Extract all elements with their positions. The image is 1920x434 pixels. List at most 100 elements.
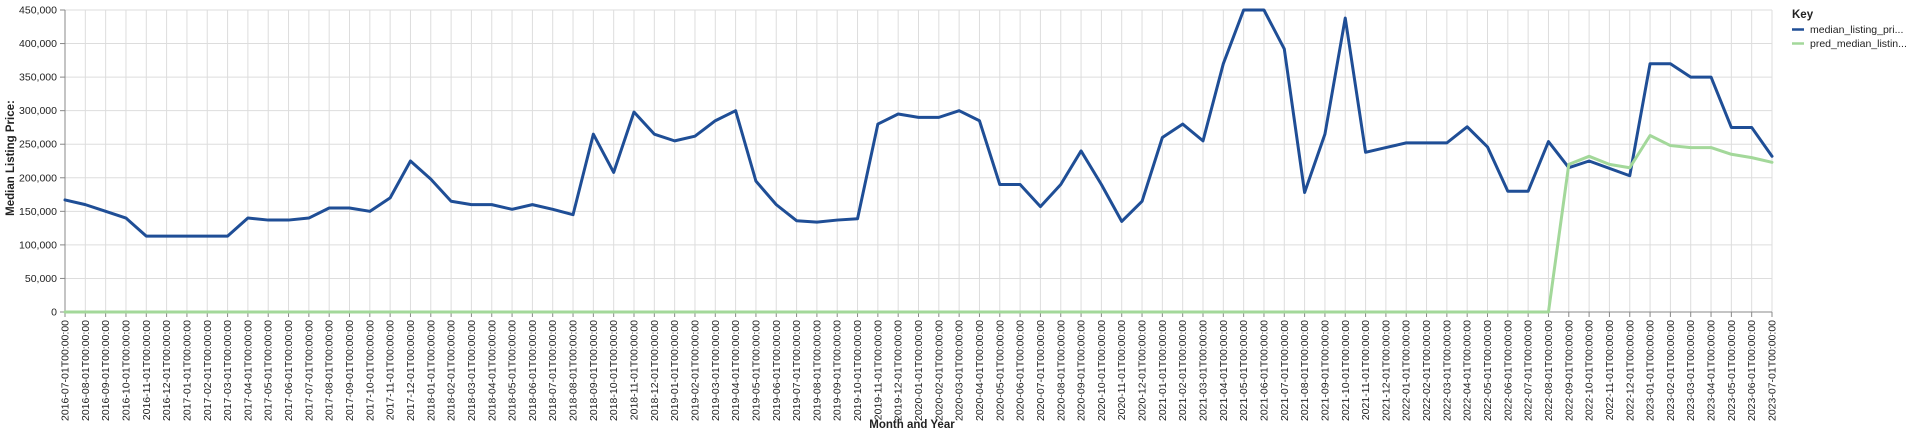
x-tick-label: 2021-08-01T00:00:00 <box>1299 320 1311 421</box>
x-tick-label: 2021-07-01T00:00:00 <box>1279 320 1291 421</box>
x-tick-label: 2020-09-01T00:00:00 <box>1076 320 1088 421</box>
series-lines <box>63 8 1774 314</box>
y-tick-label: 0 <box>51 307 57 319</box>
x-tick-label: 2022-02-01T00:00:00 <box>1421 320 1433 421</box>
y-tick-label: 450,000 <box>19 5 57 17</box>
axes <box>60 9 1773 317</box>
x-tick-label: 2020-06-01T00:00:00 <box>1015 320 1027 421</box>
x-axis-title: Month and Year <box>869 419 955 431</box>
x-tick-label: 2016-10-01T00:00:00 <box>120 320 132 421</box>
legend-title: Key <box>1792 9 1814 21</box>
x-tick-label: 2017-11-01T00:00:00 <box>385 320 397 420</box>
x-tick-label: 2021-06-01T00:00:00 <box>1258 320 1270 421</box>
x-tick-label: 2019-03-01T00:00:00 <box>710 320 722 421</box>
y-tick-label: 200,000 <box>19 172 57 184</box>
x-tick-label: 2021-10-01T00:00:00 <box>1340 320 1352 421</box>
x-tick-label: 2021-12-01T00:00:00 <box>1380 320 1392 421</box>
x-tick-label: 2017-04-01T00:00:00 <box>242 320 254 421</box>
x-tick-label: 2022-03-01T00:00:00 <box>1441 320 1453 421</box>
x-tick-label: 2021-11-01T00:00:00 <box>1360 320 1372 420</box>
x-tick-label: 2018-11-01T00:00:00 <box>629 320 641 420</box>
x-tick-label: 2023-03-01T00:00:00 <box>1685 320 1697 421</box>
x-tick-label: 2016-07-01T00:00:00 <box>60 320 72 421</box>
x-tick-label: 2016-08-01T00:00:00 <box>80 320 92 421</box>
x-tick-label: 2017-10-01T00:00:00 <box>364 320 376 421</box>
x-tick-label: 2023-01-01T00:00:00 <box>1645 320 1657 421</box>
x-tick-label: 2018-05-01T00:00:00 <box>507 320 519 421</box>
series-line-1 <box>63 134 1774 314</box>
x-tick-label: 2020-03-01T00:00:00 <box>954 320 966 421</box>
x-tick-label: 2016-09-01T00:00:00 <box>100 320 112 421</box>
x-tick-label: 2020-07-01T00:00:00 <box>1035 320 1047 421</box>
x-tick-label: 2021-01-01T00:00:00 <box>1157 320 1169 421</box>
x-tick-label: 2020-01-01T00:00:00 <box>913 320 925 421</box>
x-tick-label: 2020-04-01T00:00:00 <box>974 320 986 421</box>
x-tick-label: 2021-09-01T00:00:00 <box>1319 320 1331 421</box>
x-tick-label: 2022-07-01T00:00:00 <box>1523 320 1535 421</box>
x-tick-label: 2023-07-01T00:00:00 <box>1767 320 1779 421</box>
legend-label: pred_median_listin... <box>1810 38 1907 50</box>
x-tick-label: 2023-06-01T00:00:00 <box>1746 320 1758 421</box>
x-tick-label: 2022-08-01T00:00:00 <box>1543 320 1555 421</box>
x-tick-label: 2018-10-01T00:00:00 <box>608 320 620 421</box>
y-tick-label: 150,000 <box>19 206 57 218</box>
x-tick-label: 2017-01-01T00:00:00 <box>181 320 193 421</box>
x-tick-label: 2019-04-01T00:00:00 <box>730 320 742 421</box>
y-tick-labels: 0 50,000 100,000 150,000 200,000 250,000 300,0… <box>19 5 57 319</box>
x-tick-label: 2020-10-01T00:00:00 <box>1096 320 1108 421</box>
x-tick-label: 2016-12-01T00:00:00 <box>161 320 173 421</box>
x-tick-label: 2019-07-01T00:00:00 <box>791 320 803 421</box>
x-tick-label: 2019-10-01T00:00:00 <box>852 320 864 421</box>
x-tick-label: 2017-12-01T00:00:00 <box>405 320 417 421</box>
x-tick-label: 2017-03-01T00:00:00 <box>222 320 234 421</box>
x-tick-label: 2019-08-01T00:00:00 <box>811 320 823 421</box>
x-tick-label: 2020-11-01T00:00:00 <box>1116 320 1128 420</box>
x-tick-label: 2019-12-01T00:00:00 <box>893 320 905 421</box>
y-tick-label: 400,000 <box>19 38 57 50</box>
x-tick-label: 2019-06-01T00:00:00 <box>771 320 783 421</box>
x-tick-label: 2021-02-01T00:00:00 <box>1177 320 1189 421</box>
y-tick-label: 250,000 <box>19 139 57 151</box>
x-tick-label: 2018-12-01T00:00:00 <box>649 320 661 421</box>
x-tick-label: 2018-08-01T00:00:00 <box>568 320 580 421</box>
x-tick-label: 2018-09-01T00:00:00 <box>588 320 600 421</box>
gridlines <box>64 9 1773 313</box>
x-tick-label: 2019-11-01T00:00:00 <box>872 320 884 420</box>
y-tick-label: 50,000 <box>25 273 57 285</box>
x-tick-label: 2018-01-01T00:00:00 <box>425 320 437 421</box>
x-tick-label: 2019-05-01T00:00:00 <box>750 320 762 421</box>
y-tick-label: 100,000 <box>19 239 57 251</box>
x-tick-label: 2018-04-01T00:00:00 <box>486 320 498 421</box>
x-tick-label: 2021-04-01T00:00:00 <box>1218 320 1230 421</box>
x-tick-label: 2020-12-01T00:00:00 <box>1137 320 1149 421</box>
x-tick-label: 2023-05-01T00:00:00 <box>1726 320 1738 421</box>
y-tick-label: 300,000 <box>19 105 57 117</box>
x-tick-label: 2020-02-01T00:00:00 <box>933 320 945 421</box>
x-tick-label: 2017-05-01T00:00:00 <box>263 320 275 421</box>
x-tick-label: 2019-02-01T00:00:00 <box>689 320 701 421</box>
x-tick-label: 2022-05-01T00:00:00 <box>1482 320 1494 421</box>
x-tick-label: 2018-06-01T00:00:00 <box>527 320 539 421</box>
x-tick-label: 2023-04-01T00:00:00 <box>1706 320 1718 421</box>
x-tick-label: 2022-12-01T00:00:00 <box>1624 320 1636 421</box>
x-tick-label: 2019-09-01T00:00:00 <box>832 320 844 421</box>
x-tick-label: 2022-11-01T00:00:00 <box>1604 320 1616 420</box>
x-tick-label: 2020-05-01T00:00:00 <box>994 320 1006 421</box>
x-tick-label: 2020-08-01T00:00:00 <box>1055 320 1067 421</box>
x-tick-label: 2022-01-01T00:00:00 <box>1401 320 1413 421</box>
x-tick-label: 2018-03-01T00:00:00 <box>466 320 478 421</box>
x-tick-label: 2018-02-01T00:00:00 <box>446 320 458 421</box>
x-tick-label: 2017-09-01T00:00:00 <box>344 320 356 421</box>
x-tick-label: 2021-03-01T00:00:00 <box>1198 320 1210 421</box>
x-tick-label: 2019-01-01T00:00:00 <box>669 320 681 421</box>
x-tick-label: 2018-07-01T00:00:00 <box>547 320 559 421</box>
x-tick-label: 2017-02-01T00:00:00 <box>202 320 214 421</box>
x-tick-label: 2017-07-01T00:00:00 <box>303 320 315 421</box>
x-tick-label: 2022-09-01T00:00:00 <box>1563 320 1575 421</box>
x-tick-label: 2017-06-01T00:00:00 <box>283 320 295 421</box>
x-tick-label: 2016-11-01T00:00:00 <box>141 320 153 420</box>
legend-label: median_listing_pri... <box>1810 24 1903 36</box>
x-tick-label: 2022-06-01T00:00:00 <box>1502 320 1514 421</box>
series-line-0 <box>63 8 1774 238</box>
